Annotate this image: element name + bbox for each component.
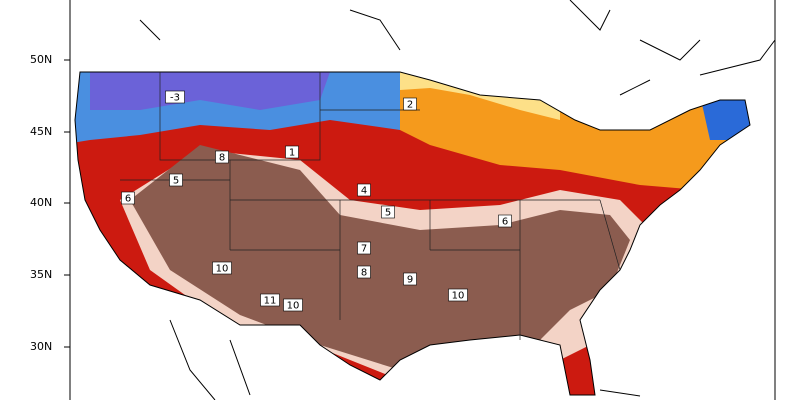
contour-label: 5 bbox=[173, 176, 179, 187]
contour-label: 5 bbox=[385, 208, 391, 219]
contour-label-box bbox=[448, 288, 468, 302]
contour-label: 1 bbox=[289, 148, 295, 159]
contour-label-box bbox=[285, 145, 299, 159]
us-outline bbox=[74, 71, 751, 396]
contour-label: 10 bbox=[287, 301, 300, 312]
contour-label-box bbox=[403, 272, 417, 286]
surrounding-coastlines bbox=[139, 0, 776, 400]
contour-label: 2 bbox=[407, 100, 413, 111]
contour-label-box bbox=[169, 173, 183, 187]
contour-label: 9 bbox=[407, 275, 413, 286]
lat-label: 40N bbox=[30, 196, 52, 209]
contour-label: 4 bbox=[361, 186, 367, 197]
contour-label-box bbox=[357, 183, 371, 197]
contour-label: 11 bbox=[264, 296, 277, 307]
contour-label-box bbox=[498, 214, 512, 228]
contour-label-box bbox=[260, 293, 280, 307]
contour-label-box bbox=[283, 298, 303, 312]
temperature-field bbox=[75, 72, 750, 395]
contour-label: 6 bbox=[502, 217, 508, 228]
lat-label: 30N bbox=[30, 340, 52, 353]
lat-label: 35N bbox=[30, 268, 52, 281]
contour-label-box bbox=[357, 265, 371, 279]
lat-label: 50N bbox=[30, 53, 52, 66]
contour-label: 8 bbox=[361, 268, 367, 279]
contour-label-box bbox=[121, 191, 135, 205]
lat-ticks bbox=[64, 59, 70, 348]
contour-label: 10 bbox=[216, 264, 229, 275]
contour-label: 6 bbox=[125, 194, 131, 205]
contour-label-box bbox=[165, 90, 185, 104]
contour-label: 7 bbox=[361, 244, 367, 255]
contour-label-box bbox=[381, 205, 395, 219]
contour-labels: -3 2 8 1 6 5 4 5 6 7 8 9 10 11 10 10 bbox=[121, 90, 512, 312]
contour-label: 10 bbox=[452, 291, 465, 302]
contour-label: -3 bbox=[170, 93, 180, 104]
contour-label-box bbox=[403, 97, 417, 111]
lat-label: 45N bbox=[30, 125, 52, 138]
contour-label-box bbox=[215, 150, 229, 164]
contour-label: 8 bbox=[219, 153, 225, 164]
contour-label-box bbox=[357, 241, 371, 255]
contour-label-box bbox=[212, 261, 232, 275]
